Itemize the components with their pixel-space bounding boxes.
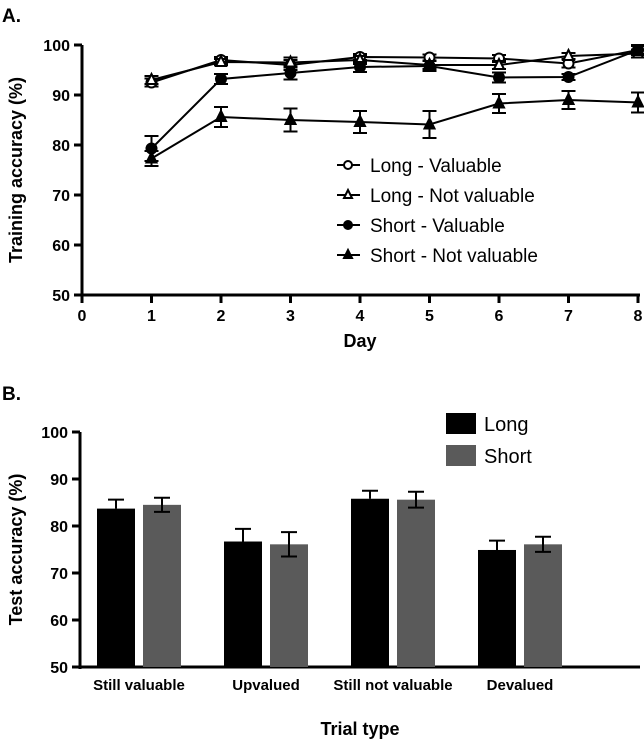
filled-triangle-marker <box>422 116 437 130</box>
series-short-not-valuable <box>144 90 644 167</box>
open-triangle-marker <box>144 71 159 85</box>
bar-long <box>478 549 516 667</box>
filled-triangle-marker <box>342 247 354 259</box>
legend-label: Short - Not valuable <box>370 246 538 267</box>
error-bar <box>362 489 378 499</box>
legend-swatch <box>446 445 476 466</box>
x-axis-title: Trial type <box>320 719 399 739</box>
open-triangle-marker <box>492 56 506 70</box>
y-tick-label: 90 <box>50 472 68 489</box>
panel-b-label: B. <box>2 384 21 405</box>
filled-circle-marker <box>354 61 366 73</box>
x-tick-label: 2 <box>217 308 226 325</box>
y-tick-label: 90 <box>52 88 70 105</box>
legend-label: Long - Valuable <box>370 156 502 177</box>
x-tick-label: Devalued <box>487 677 554 694</box>
bar-long <box>351 498 389 667</box>
panel-b-chart: 50 60 70 80 90 100 Still valuable Upvalued Still… <box>6 413 640 739</box>
y-tick-label: 50 <box>52 288 70 305</box>
filled-triangle-marker <box>631 94 644 108</box>
bar-long <box>97 508 135 667</box>
error-bar <box>408 490 424 509</box>
x-tick-label: Still not valuable <box>333 677 452 694</box>
bar-short <box>143 504 181 667</box>
legend-swatch <box>446 413 476 434</box>
x-tick-label: 1 <box>147 308 156 325</box>
bar-short <box>270 544 308 667</box>
y-tick-label: 70 <box>50 566 68 583</box>
filled-triangle-marker <box>214 108 228 122</box>
x-tick-label: 4 <box>356 308 365 325</box>
bar-long <box>224 541 262 667</box>
error-bar <box>108 498 124 509</box>
x-tick-label: 3 <box>286 308 295 325</box>
open-circle-marker <box>343 160 353 170</box>
y-axis-title: Test accuracy (%) <box>6 474 26 626</box>
y-tick-label: 80 <box>50 519 68 536</box>
legend-label: Short - Valuable <box>370 216 505 237</box>
x-tick-label: 7 <box>564 308 573 325</box>
legend-label: Long - Not valuable <box>370 186 535 207</box>
open-triangle-marker <box>561 47 576 61</box>
filled-triangle-marker <box>283 111 298 125</box>
panel-a-chart: 50 60 70 80 90 100 0 1 2 3 4 5 6 7 8 Day Training accura… <box>6 38 644 351</box>
x-tick-label: 8 <box>634 308 643 325</box>
filled-circle-marker <box>343 220 353 230</box>
y-tick-label: 100 <box>41 425 68 442</box>
legend-label: Long <box>484 414 529 436</box>
error-bar <box>235 527 251 542</box>
series-short-valuable <box>144 44 644 162</box>
x-tick-label: 0 <box>78 308 87 325</box>
series-line <box>150 98 639 160</box>
x-tick-label: 5 <box>425 308 434 325</box>
y-tick-label: 70 <box>52 188 70 205</box>
series-line <box>151 52 639 81</box>
open-triangle-marker <box>214 53 228 67</box>
y-tick-label: 80 <box>52 138 70 155</box>
filled-circle-marker <box>423 60 436 72</box>
filled-circle-marker <box>493 71 505 84</box>
y-tick-label: 60 <box>50 613 68 630</box>
filled-triangle-marker <box>561 91 576 105</box>
x-tick-label: Still valuable <box>93 677 185 694</box>
bar-short <box>524 544 562 667</box>
error-bar <box>535 535 551 553</box>
error-bar <box>489 539 505 550</box>
bar-short <box>397 499 435 667</box>
filled-triangle-marker <box>353 113 367 127</box>
y-axis-title: Training accuracy (%) <box>6 77 26 263</box>
filled-circle-marker <box>284 67 297 79</box>
error-bar <box>154 496 170 513</box>
open-triangle-marker <box>342 187 354 199</box>
filled-circle-marker <box>215 73 227 85</box>
error-bar <box>281 531 297 558</box>
panel-a-label: A. <box>2 6 21 27</box>
y-tick-label: 50 <box>50 660 68 677</box>
x-tick-label: 6 <box>495 308 504 325</box>
legend-label: Short <box>484 446 532 468</box>
filled-triangle-marker <box>144 150 159 164</box>
series-line <box>151 49 639 84</box>
series-line <box>150 49 639 150</box>
filled-triangle-marker <box>492 95 506 109</box>
y-tick-label: 60 <box>52 238 70 255</box>
filled-circle-marker <box>632 44 644 56</box>
x-axis-title: Day <box>343 331 376 351</box>
x-tick-label: Upvalued <box>232 677 300 694</box>
filled-circle-marker <box>562 71 575 83</box>
y-tick-label: 100 <box>43 38 70 55</box>
